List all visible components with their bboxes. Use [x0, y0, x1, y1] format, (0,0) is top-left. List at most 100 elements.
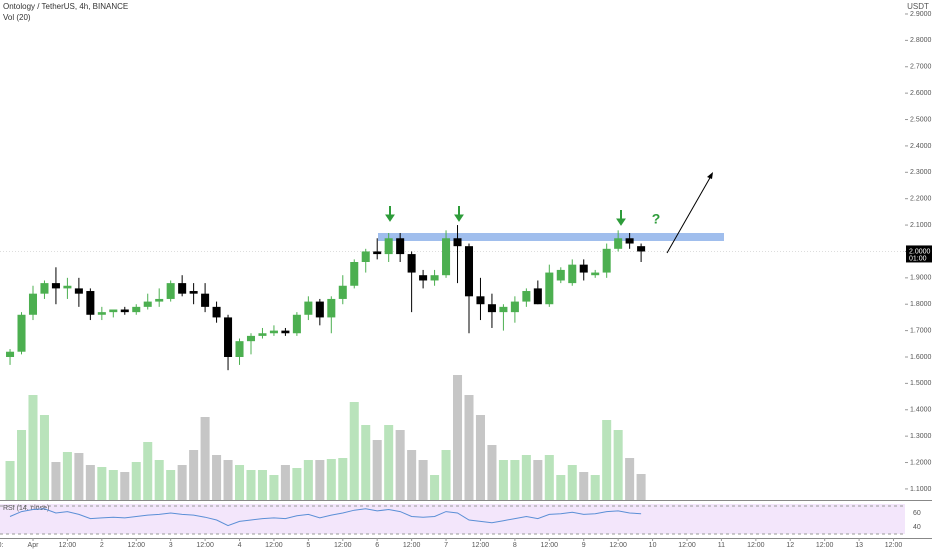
volume-bar: [475, 415, 485, 500]
x-tick-label: 12:00: [747, 542, 765, 549]
rsi-label: RSI (14, close): [3, 505, 49, 512]
resistance-zone: [378, 233, 724, 241]
y-tick-label: 2.1000: [910, 222, 932, 229]
candle-body: [556, 269, 565, 281]
volume-bar: [430, 475, 440, 500]
volume-bar: [418, 460, 428, 500]
candle-body: [464, 246, 474, 297]
y-tick-label: 1.6000: [910, 354, 932, 361]
candle-body: [327, 298, 336, 318]
last-price-label: 2.0000: [909, 248, 931, 255]
volume-bar: [212, 455, 222, 500]
candle-body: [453, 238, 462, 247]
volume-bar: [143, 442, 153, 500]
x-tick-label: 12:00: [196, 542, 214, 549]
volume-bar: [315, 460, 325, 500]
x-tick-label: 12:00: [816, 542, 834, 549]
candle-body: [63, 285, 72, 289]
candle-body: [510, 301, 519, 313]
candle-body: [155, 298, 164, 302]
x-tick-label: 6: [375, 542, 379, 549]
unit: USDT: [907, 2, 929, 11]
candle-body: [304, 301, 313, 315]
candle-body: [74, 288, 83, 294]
candle-body: [40, 283, 49, 294]
volume-bar: [39, 415, 49, 500]
y-tick-label: 2.2000: [910, 196, 932, 203]
candle-body: [625, 238, 634, 244]
candle-body: [407, 254, 416, 273]
x-tick-label: 9: [582, 542, 586, 549]
y-tick-label: 2.8000: [910, 37, 932, 44]
candle-body: [212, 306, 221, 318]
rsi-band: [0, 504, 905, 534]
volume-bar: [257, 470, 267, 500]
volume-bar: [625, 458, 635, 500]
volume-bar: [453, 375, 463, 500]
x-tick-label: 12:00: [127, 542, 145, 549]
last-price-tag: [906, 245, 932, 263]
candle-body: [178, 283, 187, 294]
candle-body: [224, 317, 233, 357]
volume-bar: [28, 395, 38, 500]
volume-bar: [441, 450, 451, 500]
candle-body: [51, 283, 60, 289]
candle-body: [201, 293, 210, 307]
y-tick-label: 2.3000: [910, 169, 932, 176]
candle-body: [384, 238, 393, 255]
x-tick-label: 3: [169, 542, 173, 549]
candle-body: [269, 330, 278, 334]
x-tick-label: Apr: [28, 542, 40, 549]
x-tick-label: 11: [718, 542, 725, 549]
y-tick-label: 1.8000: [910, 301, 932, 308]
volume-bar: [131, 462, 141, 500]
volume-bar: [533, 460, 543, 500]
y-tick-label: 2.7000: [910, 64, 932, 71]
x-tick-label: 5: [306, 542, 310, 549]
volume-bar: [16, 430, 27, 500]
candle-body: [350, 262, 359, 286]
candle-body: [120, 309, 129, 313]
y-tick-label: 1.7000: [910, 327, 932, 334]
volume-bar: [602, 420, 612, 500]
candle-body: [419, 275, 428, 281]
y-tick-label: 1.2000: [910, 459, 932, 466]
candle-body: [430, 275, 439, 281]
candle-body: [476, 296, 485, 305]
candle-body: [373, 251, 382, 255]
volume-bar: [510, 460, 520, 500]
volume-bar: [120, 472, 130, 500]
rsi-line: [9, 508, 642, 527]
volume-bar: [590, 475, 600, 500]
candle-body: [28, 293, 38, 315]
candle-body: [522, 291, 531, 302]
x-tick-label: 12: [786, 542, 794, 549]
y-tick-label: 2.5000: [910, 116, 932, 123]
candle-body: [17, 314, 26, 352]
candle-body: [109, 309, 118, 313]
volume-bar: [74, 453, 84, 500]
arrows: [385, 206, 626, 226]
x-tick-label: 12:00: [609, 542, 627, 549]
x-tick-label: 12:00: [265, 542, 283, 549]
x-tick-label: 12:00: [678, 542, 696, 549]
volume-bar: [544, 455, 554, 500]
candle-body: [86, 291, 95, 315]
volume-bar: [280, 465, 290, 500]
candle-body: [568, 264, 577, 284]
volume-bar: [521, 455, 531, 500]
volume-bar: [487, 445, 497, 500]
candle-body: [361, 251, 370, 263]
x-tick-label: 13: [855, 542, 863, 549]
candle-body: [499, 306, 508, 313]
y-tick-label: 1.5000: [910, 380, 932, 387]
chart-title: Ontology / TetherUS, 4h, BINANCE: [3, 2, 128, 11]
volume-bar: [384, 425, 394, 500]
volume-bar: [636, 474, 646, 500]
candle-body: [143, 301, 152, 307]
y-tick-label: 1.3000: [910, 433, 932, 440]
question-mark: ?: [652, 211, 661, 227]
x-tick-label: 8: [513, 542, 517, 549]
rsi-tick-label: 40: [913, 524, 921, 531]
y-tick-label: 1.1000: [910, 486, 932, 493]
